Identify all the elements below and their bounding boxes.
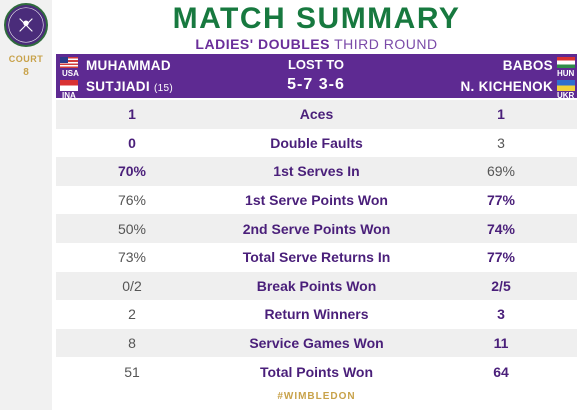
stat-left-value: 51: [124, 363, 140, 380]
match-score: 5-7 3-6: [287, 76, 345, 93]
court-number: 8: [23, 67, 29, 78]
stat-right-value: 2/5: [491, 277, 511, 294]
left-strip: [0, 0, 52, 410]
player-name: BABOS: [502, 58, 553, 73]
stat-row: 70% 1st Serves In 69%: [56, 157, 577, 186]
page-subtitle: LADIES' DOUBLES THIRD ROUND: [52, 36, 581, 52]
stats-table: 1 Aces 1 0 Double Faults 3 70% 1st Serves In 69%…: [56, 100, 577, 386]
stat-right-value: 77%: [486, 249, 516, 266]
stat-label: 1st Serves In: [273, 163, 360, 180]
stat-right-value: 11: [493, 335, 509, 352]
page-title: MATCH SUMMARY: [172, 2, 461, 35]
player-name: N. KICHENOK: [460, 79, 553, 94]
players-banner: [56, 54, 577, 98]
wimbledon-logo: [4, 3, 48, 47]
stat-row: 8 Service Games Won 11: [56, 328, 577, 358]
player-name: SUTJIADI (15): [86, 79, 173, 94]
stat-label: 2nd Serve Points Won: [242, 220, 391, 237]
stat-right-value: 1: [497, 106, 505, 123]
round-name: THIRD ROUND: [334, 36, 438, 52]
stat-label: Service Games Won: [249, 335, 384, 352]
stat-row: 1 Aces 1: [56, 100, 577, 129]
stat-right-value: 77%: [486, 192, 516, 209]
player-seed: (15): [153, 83, 173, 94]
court-label: COURT: [8, 54, 44, 64]
stat-left-value: 70%: [117, 163, 147, 180]
indonesia-flag-icon: [60, 80, 78, 91]
stat-left-value: 50%: [117, 220, 147, 237]
stat-label: Aces: [299, 106, 334, 123]
stat-right-value: 64: [493, 363, 509, 380]
stat-label: 1st Serve Points Won: [245, 192, 388, 209]
result-label: LOST TO: [287, 57, 345, 72]
stat-right-value: 3: [497, 134, 505, 151]
player-name-text: SUTJIADI: [86, 79, 150, 94]
stat-row: 0/2 Break Points Won 2/5: [56, 271, 577, 301]
stat-right-value: 74%: [486, 220, 516, 237]
stat-row: 51 Total Points Won 64: [56, 357, 577, 386]
event-name: LADIES' DOUBLES: [195, 36, 330, 52]
stat-label: Break Points Won: [256, 277, 377, 294]
stat-row: 2 Return Winners 3: [56, 300, 577, 329]
hashtag: #WIMBLEDON: [277, 391, 356, 402]
player-name: MUHAMMAD: [86, 58, 171, 73]
stat-right-value: 69%: [486, 163, 516, 180]
stat-label: Return Winners: [264, 306, 369, 323]
stat-row: 73% Total Serve Returns In 77%: [56, 242, 577, 272]
stat-label: Total Serve Returns In: [242, 249, 391, 266]
stat-row: 0 Double Faults 3: [56, 128, 577, 158]
stat-left-value: 0/2: [122, 277, 142, 294]
stat-label: Double Faults: [270, 134, 363, 151]
country-code: INA: [62, 91, 76, 100]
usa-flag-icon: [60, 57, 78, 68]
stat-left-value: 8: [128, 335, 136, 352]
stat-left-value: 0: [128, 134, 136, 151]
stat-left-value: 2: [128, 306, 136, 323]
stat-left-value: 1: [128, 106, 136, 123]
stat-label: Total Points Won: [259, 363, 374, 380]
stat-left-value: 76%: [117, 192, 147, 209]
stat-row: 50% 2nd Serve Points Won 74%: [56, 214, 577, 243]
country-code: USA: [62, 69, 79, 78]
hungary-flag-icon: [557, 57, 575, 68]
stat-left-value: 73%: [117, 249, 147, 266]
stat-row: 76% 1st Serve Points Won 77%: [56, 185, 577, 215]
stat-right-value: 3: [497, 306, 505, 323]
ukraine-flag-icon: [557, 80, 575, 91]
country-code: HUN: [557, 69, 575, 78]
country-code: UKR: [557, 91, 575, 100]
